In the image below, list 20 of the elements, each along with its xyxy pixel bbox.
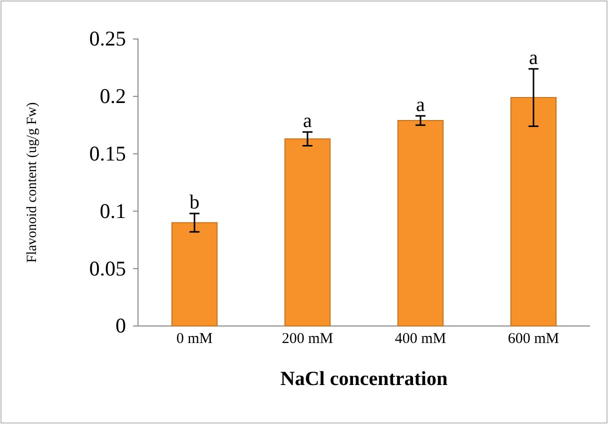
annotation: a <box>529 46 538 69</box>
y-axis-title: Flavonoid content (ug/g Fw) <box>25 102 40 263</box>
bar <box>510 97 557 326</box>
x-tick-label: 200 mM <box>282 331 334 347</box>
y-tick-label: 0.1 <box>100 198 126 223</box>
bar <box>284 138 331 326</box>
y-tick-label: 0.25 <box>89 26 126 51</box>
x-tick-label: 0 mM <box>176 331 213 347</box>
bar <box>171 222 218 326</box>
x-tick-label: 600 mM <box>508 331 560 347</box>
y-tick-label: 0 <box>116 314 126 338</box>
annotation: a <box>303 110 312 132</box>
y-tick-label: 0.2 <box>100 84 126 108</box>
y-tick-label: 0.15 <box>89 142 126 166</box>
y-tick-label: 0.05 <box>89 256 126 280</box>
bar <box>397 120 444 326</box>
annotation: a <box>416 94 426 116</box>
x-tick-label: 400 mM <box>394 331 446 347</box>
x-axis-title: NaCl concentration <box>280 368 448 390</box>
annotation: b <box>190 191 200 214</box>
